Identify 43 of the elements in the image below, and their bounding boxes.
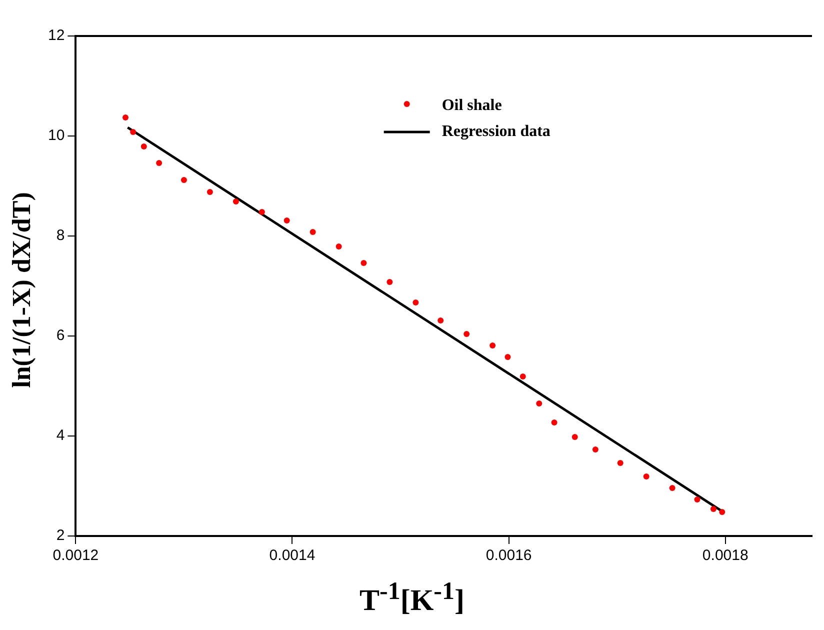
point <box>643 474 650 480</box>
point <box>360 260 367 266</box>
y-tick-label: 2 <box>56 527 65 544</box>
point <box>669 485 676 491</box>
point <box>122 114 128 120</box>
point <box>284 218 290 224</box>
point <box>438 318 444 324</box>
point <box>536 400 542 406</box>
point <box>180 177 187 183</box>
legend-label: Oil shale <box>442 97 502 114</box>
point <box>206 189 213 195</box>
point <box>140 144 147 150</box>
point <box>719 509 726 515</box>
point <box>130 129 136 135</box>
point <box>520 374 526 380</box>
x-tick-label: 0.0014 <box>269 547 316 564</box>
x-tick-label: 0.0016 <box>486 547 532 564</box>
point <box>386 279 393 285</box>
point <box>710 506 716 512</box>
point <box>232 198 239 204</box>
point <box>694 496 700 502</box>
point <box>412 300 419 306</box>
y-tick-label: 10 <box>48 127 65 144</box>
point <box>490 342 496 348</box>
x-axis-title: T$^{-1}$[K$^{-1}$] <box>358 578 466 618</box>
point <box>336 244 342 250</box>
y-tick-label: 12 <box>48 27 65 44</box>
x-tick-label: 0.0018 <box>702 547 748 564</box>
point <box>310 229 316 235</box>
y-axis-title: ln(1/(1-X) dX/dT) <box>7 192 37 388</box>
point <box>504 354 511 360</box>
point <box>551 420 558 426</box>
y-tick-label: 6 <box>56 327 65 344</box>
point <box>156 160 162 166</box>
y-tick-label: 8 <box>56 227 65 244</box>
x-tick-label: 0.0012 <box>52 547 99 564</box>
point <box>572 434 578 440</box>
point <box>464 331 470 337</box>
point <box>258 209 265 215</box>
y-tick-label: 4 <box>56 427 65 444</box>
legend-label: Regression data <box>442 123 550 140</box>
point <box>592 446 598 452</box>
point <box>617 460 624 466</box>
